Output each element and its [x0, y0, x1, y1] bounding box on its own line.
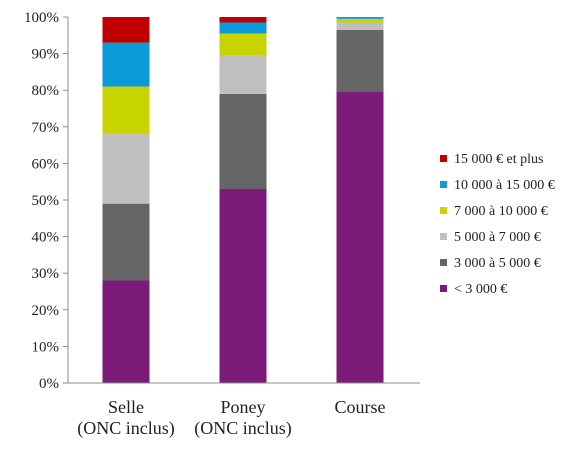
y-tick-label: 40% [32, 230, 60, 246]
bar-segment [102, 134, 150, 204]
bars [102, 17, 384, 383]
bar-segment [219, 189, 267, 383]
bar-segment [102, 42, 150, 87]
bar-segment [336, 18, 384, 23]
bar-segment [219, 55, 267, 94]
legend-swatch [440, 259, 447, 266]
bar-segment [219, 17, 267, 23]
y-axis: 0% 10% 20% 30% 40% 50% 60% 70% 80% 90% 100% [24, 10, 69, 392]
legend-label: 7 000 à 10 000 € [454, 204, 548, 219]
y-tick-label: 0% [39, 376, 59, 392]
y-tick-label: 90% [32, 47, 60, 63]
y-tick-label: 20% [32, 303, 60, 319]
bar-segment [102, 280, 150, 383]
legend-swatch [440, 207, 447, 214]
legend-label: 3 000 à 5 000 € [454, 256, 541, 271]
bar-segment [336, 92, 384, 383]
legend: 15 000 € et plus 10 000 à 15 000 € 7 000 à… [440, 152, 555, 297]
legend-swatch [440, 233, 447, 240]
x-category-label: (ONC inclus) [194, 418, 292, 439]
bar-segment [102, 17, 150, 43]
bar-segment [219, 93, 267, 190]
y-tick-label: 100% [24, 10, 59, 26]
x-category-label: Selle [108, 397, 144, 417]
bar-segment [336, 22, 384, 30]
bar-segment [102, 203, 150, 281]
bar-segment [219, 33, 267, 56]
legend-swatch [440, 285, 447, 292]
y-tick-label: 50% [32, 193, 60, 209]
legend-swatch [440, 181, 447, 188]
x-category-label: Poney [221, 397, 266, 417]
y-tick-label: 80% [32, 83, 60, 99]
x-category-label: (ONC inclus) [77, 418, 175, 439]
x-category-label: Course [335, 397, 386, 417]
legend-label: < 3 000 € [454, 282, 507, 297]
y-tick-label: 70% [32, 120, 60, 136]
legend-label: 10 000 à 15 000 € [454, 178, 555, 193]
bar-segment [102, 86, 150, 135]
bar-segment [219, 22, 267, 34]
bar-segment [336, 29, 384, 93]
bar-segment [336, 17, 384, 19]
legend-label: 5 000 à 7 000 € [454, 230, 541, 245]
y-tick-label: 10% [32, 339, 60, 355]
y-tick-label: 60% [32, 156, 60, 172]
y-tick-label: 30% [32, 266, 60, 282]
legend-swatch [440, 155, 447, 162]
x-axis: Selle(ONC inclus)Poney(ONC inclus)Course [68, 382, 420, 439]
legend-label: 15 000 € et plus [454, 152, 543, 167]
